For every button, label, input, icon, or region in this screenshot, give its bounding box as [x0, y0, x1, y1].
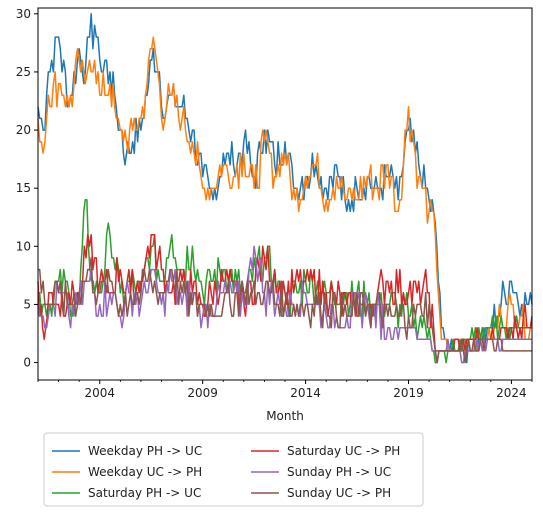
x-tick-label: 2009	[187, 386, 218, 400]
legend-label: Saturday UC -> PH	[287, 444, 400, 458]
y-tick-label: 20	[16, 123, 31, 137]
x-tick-label: 2014	[290, 386, 321, 400]
x-axis-label: Month	[266, 409, 304, 423]
x-axis: 2004 2009 2014 2019 2024	[37, 380, 533, 400]
legend-label: Weekday PH -> UC	[88, 444, 202, 458]
legend-label: Saturday PH -> UC	[88, 486, 201, 500]
series-line-6	[38, 257, 532, 364]
y-tick-label: 10	[16, 239, 31, 253]
legend-frame	[43, 432, 424, 507]
legend-label: Sunday UC -> PH	[287, 486, 391, 500]
x-tick-label: 2019	[393, 386, 424, 400]
x-tick-label: 2024	[496, 386, 527, 400]
legend-label: Sunday PH -> UC	[287, 465, 391, 479]
y-tick-label: 0	[23, 356, 31, 370]
plot-area	[37, 13, 533, 364]
x-tick-label: 2004	[84, 386, 115, 400]
y-tick-label: 30	[16, 7, 31, 21]
y-tick-label: 5	[23, 297, 31, 311]
legend-label: Weekday UC -> PH	[88, 465, 202, 479]
y-axis: 0 5 10 15 20 25 30	[16, 7, 38, 370]
y-tick-label: 15	[16, 181, 31, 195]
legend: Weekday PH -> UC Weekday UC -> PH Saturday…	[43, 432, 424, 507]
y-tick-label: 25	[16, 65, 31, 79]
